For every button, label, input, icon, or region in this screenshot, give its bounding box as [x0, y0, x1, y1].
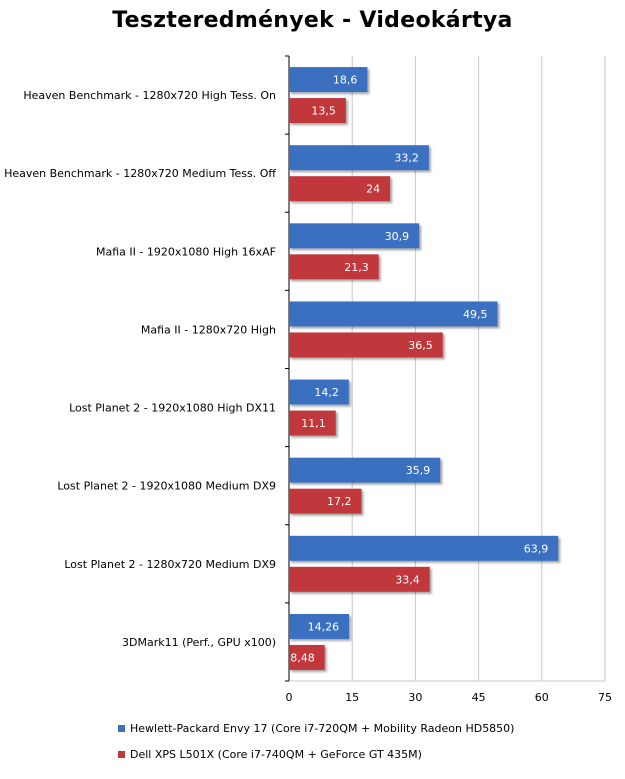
x-tick-label: 15	[345, 691, 359, 704]
data-label: 36,5	[408, 339, 433, 352]
bar-dell-xps	[289, 488, 362, 514]
chart-title: Teszteredmények - Videokártya	[112, 8, 513, 33]
data-label: 24	[366, 183, 380, 196]
data-label: 63,9	[524, 542, 549, 555]
category-label: Lost Planet 2 - 1920x1080 Medium DX9	[57, 480, 276, 493]
data-label: 17,2	[327, 495, 352, 508]
labels: 0 15 30 45 60 75 Heaven Benchmark - 1280x720 H…	[4, 74, 612, 704]
data-label: 30,9	[385, 230, 410, 243]
bar-dell-xps	[289, 176, 391, 202]
data-label: 14,2	[314, 386, 339, 399]
data-label: 33,4	[395, 573, 420, 586]
bar-dell-xps	[289, 644, 325, 670]
data-label: 13,5	[311, 105, 336, 118]
bar-hp-envy	[289, 379, 349, 405]
data-label: 14,26	[308, 620, 340, 633]
x-tick-label: 75	[598, 691, 612, 704]
x-tick-label: 60	[535, 691, 549, 704]
bar-hp-envy	[289, 67, 368, 93]
legend-swatch-series-2	[118, 751, 125, 758]
data-label: 35,9	[406, 464, 431, 477]
legend-item-series-1: Hewlett-Packard Envy 17 (Core i7-720QM +…	[118, 722, 514, 735]
bar-hp-envy	[289, 613, 350, 639]
x-tick-label: 0	[286, 691, 293, 704]
bar-hp-envy	[289, 535, 559, 561]
category-label: Heaven Benchmark - 1280x720 High Tess. O…	[23, 89, 276, 102]
data-label: 33,2	[394, 152, 419, 165]
data-label: 18,6	[333, 74, 358, 87]
bar-hp-envy	[289, 301, 498, 327]
bar-dell-xps	[289, 254, 379, 280]
bar-dell-xps	[289, 410, 336, 436]
category-label: Lost Planet 2 - 1280x720 Medium DX9	[64, 558, 276, 571]
bar-hp-envy	[289, 145, 429, 171]
bars	[289, 67, 559, 670]
data-label: 11,1	[301, 417, 326, 430]
legend-label-series-1: Hewlett-Packard Envy 17 (Core i7-720QM +…	[130, 722, 515, 735]
legend-label-series-2: Dell XPS L501X (Core i7-740QM + GeForce …	[130, 748, 422, 761]
category-label: Mafia II - 1920x1080 High 16xAF	[96, 245, 276, 258]
bar-hp-envy	[289, 457, 441, 483]
bar-dell-xps	[289, 98, 346, 124]
legend-item-series-2: Dell XPS L501X (Core i7-740QM + GeForce …	[118, 748, 422, 761]
data-label: 49,5	[463, 308, 488, 321]
x-tick-label: 45	[472, 691, 486, 704]
bar-dell-xps	[289, 566, 430, 592]
bar-dell-xps	[289, 332, 443, 358]
data-label: 8,48	[290, 651, 315, 664]
category-label: 3DMark11 (Perf., GPU x100)	[122, 636, 276, 649]
category-label: Heaven Benchmark - 1280x720 Medium Tess.…	[4, 167, 276, 180]
category-label: Mafia II - 1280x720 High	[141, 323, 276, 336]
category-label: Lost Planet 2 - 1920x1080 High DX11	[69, 402, 276, 415]
x-tick-label: 30	[408, 691, 422, 704]
legend-swatch-series-1	[118, 725, 125, 732]
data-label: 21,3	[344, 261, 369, 274]
bar-hp-envy	[289, 223, 420, 249]
